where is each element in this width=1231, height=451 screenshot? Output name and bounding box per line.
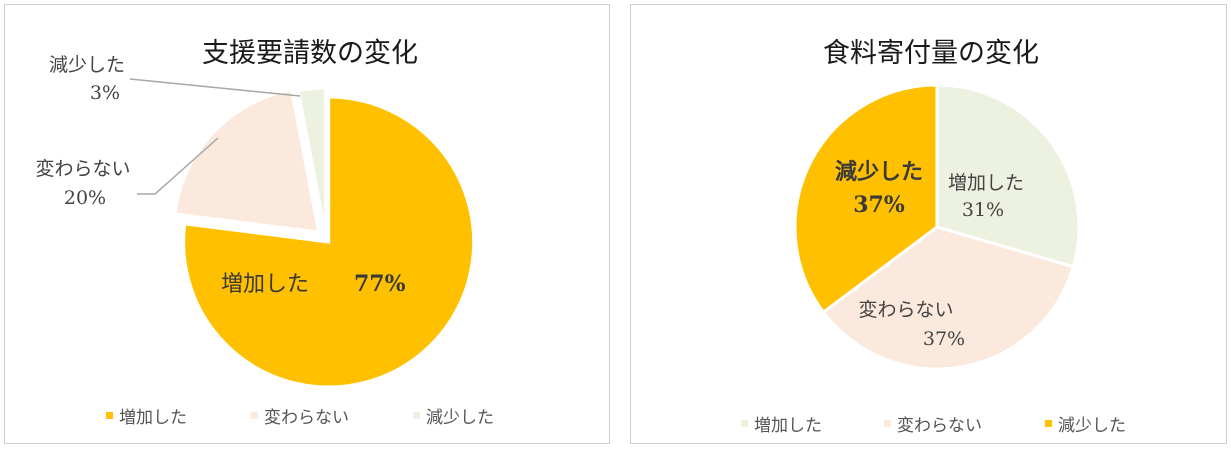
legend-swatch-increase (741, 420, 748, 427)
chart-panel-donations: 食料寄付量の変化 増加した 31% 変わらない 37% 減少した 37% 増加し… (630, 4, 1227, 444)
slice-label-increase: 増加した (221, 272, 309, 297)
slice-label-unchanged: 変わらない (858, 299, 953, 321)
legend-swatch-increase (106, 412, 113, 419)
slice-value-decrease: 3% (90, 82, 120, 104)
legend-swatch-decrease (1045, 420, 1052, 427)
legend-swatch-decrease (413, 412, 420, 419)
leader-line-unchanged (137, 137, 219, 195)
slice-decrease (296, 86, 327, 234)
slice-label-unchanged: 変わらない (35, 158, 130, 180)
pie-slices (793, 83, 1081, 371)
chart-canvas-requests: 支援要請数の変化 減少した 3% 変わらない 20% 増加した 77% 増加した… (35, 38, 494, 428)
legend-label-increase: 増加した (119, 408, 187, 428)
slice-value-decrease: 37% (853, 192, 905, 218)
slice-value-unchanged: 37% (923, 328, 965, 350)
legend-label-decrease: 減少した (1058, 416, 1126, 436)
slice-value-increase: 77% (354, 271, 406, 297)
chart-panel-requests: 支援要請数の変化 減少した 3% 変わらない 20% 増加した 77% 増加した… (4, 4, 610, 444)
leader-line-decrease (129, 78, 301, 97)
slice-label-decrease: 減少した (835, 159, 923, 185)
slice-unchanged (173, 87, 321, 234)
legend: 増加した 変わらない 減少した (741, 416, 1126, 436)
chart-title: 支援要請数の変化 (202, 38, 418, 69)
legend-label-decrease: 減少した (426, 408, 494, 428)
legend-swatch-unchanged (884, 420, 891, 427)
slice-increase (935, 83, 1081, 269)
slice-unchanged (821, 225, 1076, 371)
slice-value-increase: 31% (962, 199, 1004, 221)
legend-label-unchanged: 変わらない (897, 416, 982, 436)
chart-title: 食料寄付量の変化 (823, 38, 1039, 69)
slice-label-increase: 増加した (948, 172, 1024, 194)
slice-decrease (793, 83, 939, 315)
slice-value-unchanged: 20% (64, 187, 106, 209)
legend: 増加した 変わらない 減少した (106, 408, 494, 428)
slice-label-decrease: 減少した (49, 54, 125, 76)
legend-label-increase: 増加した (754, 416, 822, 436)
slice-increase (182, 95, 476, 389)
pie-slices (173, 86, 476, 389)
chart-canvas-donations: 食料寄付量の変化 増加した 31% 変わらない 37% 減少した 37% 増加し… (741, 38, 1126, 436)
legend-label-unchanged: 変わらない (264, 408, 349, 428)
legend-swatch-unchanged (251, 412, 258, 419)
